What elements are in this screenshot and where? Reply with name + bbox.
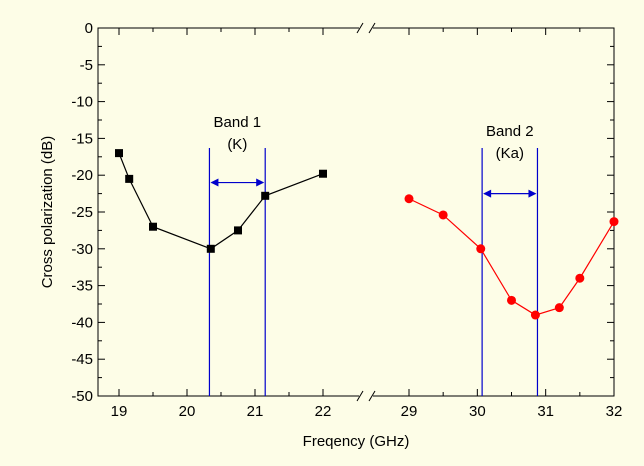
y-tick-label: -45	[71, 351, 93, 368]
axis-break-mark	[368, 22, 376, 34]
x-tick-label: 20	[179, 403, 196, 420]
y-tick-label: 0	[85, 20, 93, 37]
data-point	[404, 194, 414, 204]
x-tick-label: 19	[111, 403, 128, 420]
band-arrow-head-right	[256, 178, 265, 187]
band-arrow-head-left	[210, 178, 219, 187]
data-point	[575, 273, 585, 283]
x-tick-label: 32	[606, 403, 623, 420]
x-axis-label: Freqency (GHz)	[303, 433, 410, 450]
axis-break-mark	[368, 390, 376, 402]
data-point	[125, 174, 134, 183]
data-series	[115, 149, 619, 320]
y-tick-label: -25	[71, 204, 93, 221]
data-point	[438, 210, 448, 220]
axis-break-gap	[359, 394, 373, 398]
y-tick-label: -5	[80, 57, 93, 74]
band-label: Band 2	[486, 123, 534, 140]
y-tick-label: -20	[71, 167, 93, 184]
y-tick-label: -15	[71, 130, 93, 147]
band-label: (Ka)	[496, 145, 524, 162]
plot-area	[97, 27, 615, 397]
axis-break-mark	[356, 22, 364, 34]
data-point	[115, 149, 123, 158]
data-point	[530, 310, 540, 320]
y-tick-label: -35	[71, 278, 93, 295]
data-point	[149, 222, 157, 231]
data-point	[206, 244, 215, 253]
x-tick-label: 30	[469, 403, 486, 420]
x-tick-label: 21	[247, 403, 264, 420]
x-tick-label: 29	[401, 403, 418, 420]
data-point	[609, 217, 619, 227]
data-point	[261, 191, 270, 200]
data-point	[476, 244, 486, 254]
axes: 0 -5 -10 -15 -20 -25 -30 -35 -40 -45 -50 19 20 21 22 29…	[71, 20, 622, 420]
y-tick-label: -30	[71, 241, 93, 258]
axis-break-mark	[356, 390, 364, 402]
band-arrow-head-left	[483, 189, 492, 198]
y-tick-label: -50	[71, 388, 93, 405]
y-tick-label: -10	[71, 94, 93, 111]
y-tick-label: -40	[71, 314, 93, 331]
axis-break-gap	[359, 26, 373, 30]
data-point	[319, 169, 327, 178]
band-annotations: Band 1 (K) Band 2 (Ka)	[208, 114, 539, 396]
band-label: (K)	[227, 136, 247, 153]
x-tick-label: 22	[315, 403, 332, 420]
band-arrow-head-right	[528, 189, 537, 198]
data-point	[507, 295, 516, 305]
data-point	[554, 303, 564, 313]
band-label: Band 1	[214, 114, 262, 131]
x-tick-label: 31	[537, 403, 554, 420]
series-line	[408, 198, 615, 316]
y-axis-label: Cross polarization (dB)	[39, 136, 56, 289]
data-point	[234, 226, 242, 235]
